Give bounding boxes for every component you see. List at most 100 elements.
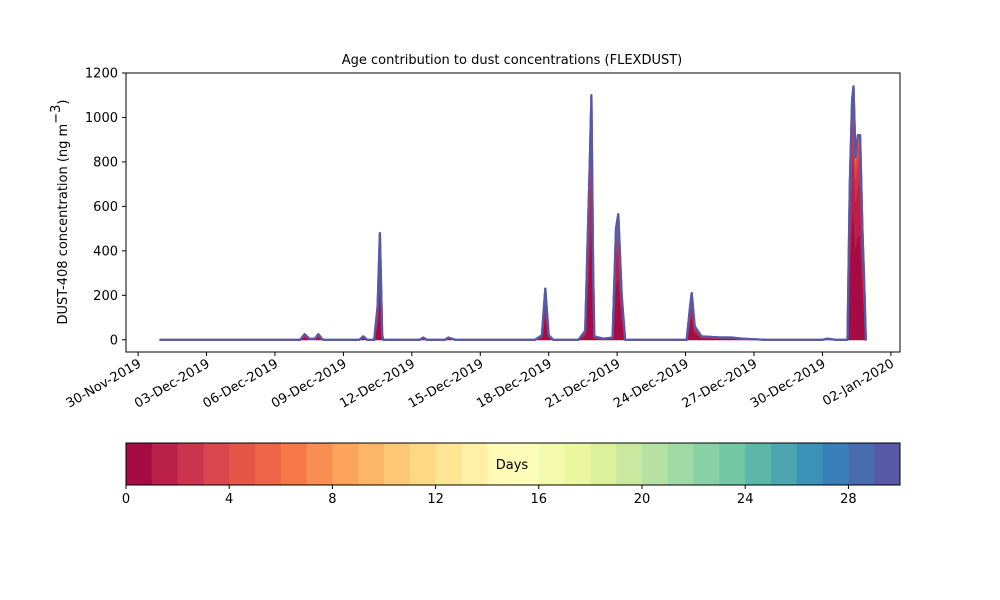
colorbar-bin: [177, 443, 204, 485]
colorbar-bin: [719, 443, 746, 485]
colorbar-tick-label: 8: [328, 492, 336, 507]
colorbar-bin: [255, 443, 282, 485]
age-layer-3-days: [159, 100, 867, 341]
colorbar-bin: [822, 443, 849, 485]
colorbar-bin: [435, 443, 462, 485]
colorbar-bin: [538, 443, 566, 485]
colorbar-bin: [590, 443, 617, 485]
x-tick-label: 24-Dec-2019: [611, 356, 691, 411]
colorbar-tick: 8: [328, 485, 337, 507]
y-tick: 0: [110, 333, 126, 348]
colorbar-tick: 12: [427, 485, 444, 507]
age-layer-20-days: [159, 85, 867, 341]
colorbar-tick-label: 20: [634, 492, 651, 507]
x-tick: 21-Dec-2019: [543, 352, 623, 412]
colorbar-tick: 20: [634, 485, 651, 507]
x-tick-label: 09-Dec-2019: [269, 356, 349, 411]
colorbar-tick-label: 0: [122, 492, 130, 507]
x-tick-label: 02-Jan-2020: [820, 356, 897, 409]
age-layer-9-days: [159, 86, 867, 341]
colorbar-tick-label: 24: [737, 492, 754, 507]
age-layer-6-days: [159, 87, 867, 341]
colorbar-tick-label: 4: [225, 492, 233, 507]
age-layer-4-days: [159, 93, 867, 341]
x-tick-label: 06-Dec-2019: [201, 356, 281, 411]
age-layer-16-days: [159, 85, 867, 341]
age-layer-10-days: [159, 85, 867, 341]
x-tick-label: 12-Dec-2019: [337, 356, 417, 411]
x-tick: 02-Jan-2020: [820, 352, 897, 409]
colorbar-tick: 0: [122, 485, 130, 507]
colorbar-bin: [358, 443, 385, 485]
y-axis-label: DUST-408 concentration (ng m−3): [49, 100, 71, 325]
plot-frame: [125, 72, 901, 353]
y-axis-label-close: ): [56, 100, 71, 105]
age-layer-18-days: [159, 85, 867, 341]
x-axis: 30-Nov-201903-Dec-201906-Dec-201909-Dec-…: [64, 352, 897, 412]
colorbar-tick-label: 12: [427, 492, 444, 507]
colorbar-bin: [306, 443, 333, 485]
age-layer-28-days: [159, 85, 867, 341]
colorbar-bin: [384, 443, 411, 485]
colorbar-bin: [642, 443, 669, 485]
x-tick-label: 18-Dec-2019: [474, 356, 554, 411]
x-tick: 18-Dec-2019: [474, 352, 555, 412]
y-tick: 600: [93, 200, 126, 215]
y-tick-label: 200: [93, 289, 118, 304]
age-layer-13-days: [159, 85, 867, 341]
age-layer-5-days: [159, 89, 867, 341]
colorbar-bin: [667, 443, 695, 485]
age-layer-12-days: [159, 85, 867, 341]
x-tick-label: 30-Dec-2019: [748, 356, 828, 411]
x-tick: 06-Dec-2019: [201, 352, 281, 412]
age-layer-19-days: [159, 85, 867, 341]
y-tick: 800: [93, 155, 126, 170]
x-tick-label: 03-Dec-2019: [132, 356, 212, 411]
x-tick: 30-Nov-2019: [64, 352, 144, 411]
colorbar-bin: [126, 443, 153, 485]
x-tick: 12-Dec-2019: [337, 352, 418, 412]
age-layer-15-days: [159, 85, 867, 341]
y-tick: 200: [93, 289, 126, 304]
colorbar-bin: [796, 443, 824, 485]
age-layer-27-days: [159, 85, 867, 341]
colorbar-bin: [280, 443, 308, 485]
y-tick-label: 800: [93, 155, 118, 170]
y-axis: 0 200 400 600 800 1000 1200: [85, 67, 126, 348]
age-layer-25-days: [159, 85, 867, 341]
x-tick: 24-Dec-2019: [611, 352, 692, 412]
y-tick-label: 1000: [85, 111, 118, 126]
age-layer-22-days: [159, 85, 867, 341]
chart-title: Age contribution to dust concentrations …: [342, 53, 683, 68]
colorbar: 0 4 8 12 16 20 24 28: [122, 442, 901, 507]
y-tick-label: 400: [93, 244, 118, 259]
y-tick: 1000: [85, 111, 126, 126]
colorbar-bin: [513, 443, 540, 485]
age-layer-7-days: [159, 86, 867, 341]
age-layer-29-days: [159, 85, 867, 341]
colorbar-bin: [409, 443, 437, 485]
age-layer-8-days: [159, 86, 867, 341]
colorbar-bin: [229, 443, 256, 485]
colorbar-bin: [332, 443, 359, 485]
colorbar-tick: 28: [840, 485, 857, 507]
colorbar-tick: 24: [737, 485, 754, 507]
total-concentration-line: [160, 85, 867, 341]
stacked-age-layers: [159, 85, 867, 341]
colorbar-bin: [745, 443, 772, 485]
x-tick-label: 27-Dec-2019: [680, 356, 760, 411]
colorbar-tick: 4: [225, 485, 233, 507]
colorbar-tick-label: 16: [531, 492, 548, 507]
y-axis-label-exponent: −3: [49, 105, 64, 124]
colorbar-bin: [203, 443, 230, 485]
colorbar-bin: [151, 443, 179, 485]
y-tick: 1200: [85, 67, 126, 82]
x-tick-label: 21-Dec-2019: [543, 356, 623, 411]
age-layer-1-days: [159, 146, 867, 341]
y-tick: 400: [93, 244, 126, 259]
y-tick-label: 1200: [85, 67, 118, 82]
colorbar-frame: [125, 442, 901, 486]
colorbar-bin: [487, 443, 514, 485]
age-layer-26-days: [159, 85, 867, 341]
